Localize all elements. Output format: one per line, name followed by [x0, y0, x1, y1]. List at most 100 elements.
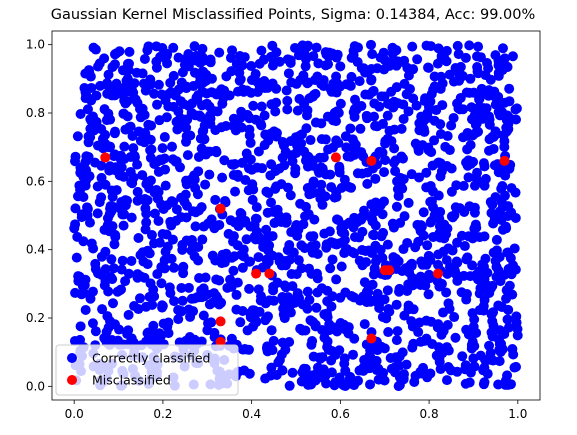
- correct-point: [382, 110, 393, 121]
- correct-point: [251, 202, 262, 213]
- correct-point: [231, 304, 242, 315]
- correct-point: [463, 172, 474, 183]
- correct-point: [137, 170, 148, 181]
- correct-point: [244, 130, 255, 141]
- correct-point: [378, 196, 389, 207]
- correct-point: [259, 83, 270, 94]
- correct-point: [317, 199, 328, 210]
- correct-point: [286, 150, 297, 161]
- correct-point: [227, 45, 238, 56]
- correct-point: [157, 229, 168, 240]
- correct-point: [449, 312, 460, 323]
- correct-point: [189, 41, 200, 52]
- correct-point: [167, 141, 178, 152]
- correct-point: [488, 218, 499, 229]
- correct-point: [494, 344, 505, 355]
- correct-point: [179, 122, 190, 133]
- correct-point: [478, 158, 489, 169]
- correct-point: [250, 114, 261, 125]
- correct-point: [370, 120, 381, 131]
- correct-point: [132, 159, 143, 170]
- correct-point: [250, 213, 261, 224]
- correct-point: [296, 376, 307, 387]
- correct-point: [429, 210, 440, 221]
- correct-point: [217, 172, 228, 183]
- correct-point: [219, 155, 230, 166]
- correct-point: [454, 69, 465, 80]
- correct-point: [490, 192, 501, 203]
- correct-point: [97, 304, 108, 315]
- correct-point: [490, 50, 501, 61]
- correct-point: [454, 104, 465, 115]
- correct-point: [305, 135, 316, 146]
- correct-point: [352, 375, 363, 386]
- correct-point: [235, 208, 246, 219]
- correct-point: [324, 226, 335, 237]
- correct-point: [464, 201, 475, 212]
- correct-point: [433, 43, 444, 54]
- correct-point: [293, 255, 304, 266]
- correct-point: [195, 57, 206, 68]
- correct-point: [186, 174, 197, 185]
- correct-point: [210, 194, 221, 205]
- correct-point: [427, 338, 438, 349]
- correct-point: [427, 186, 438, 197]
- correct-point: [379, 375, 390, 386]
- correct-point: [413, 145, 424, 156]
- correct-point: [331, 191, 342, 202]
- correct-point: [482, 355, 493, 366]
- correct-point: [123, 309, 134, 320]
- correct-point: [490, 255, 501, 266]
- correct-point: [197, 234, 208, 245]
- correct-point: [452, 237, 463, 248]
- correct-point: [314, 167, 325, 178]
- correct-point: [237, 262, 248, 273]
- correct-point: [268, 285, 279, 296]
- correct-point: [146, 230, 157, 241]
- correct-point: [441, 56, 452, 67]
- correct-point: [267, 60, 278, 71]
- correct-point: [448, 112, 459, 123]
- correct-point: [124, 46, 135, 57]
- correct-point: [391, 335, 402, 346]
- correct-point: [423, 142, 434, 153]
- correct-point: [302, 286, 313, 297]
- correct-point: [334, 81, 345, 92]
- correct-point: [149, 208, 160, 219]
- correct-point: [198, 66, 209, 77]
- correct-point: [82, 104, 93, 115]
- correct-point: [504, 83, 515, 94]
- correct-point: [99, 53, 110, 64]
- y-tick-label: 0.4: [26, 243, 45, 257]
- correct-point: [195, 133, 206, 144]
- correct-point: [149, 88, 160, 99]
- correct-point: [129, 301, 140, 312]
- correct-point: [168, 42, 179, 53]
- correct-point: [507, 51, 518, 62]
- correct-point: [294, 93, 305, 104]
- correct-point: [468, 156, 479, 167]
- correct-point: [331, 274, 342, 285]
- correct-point: [354, 255, 365, 266]
- correct-point: [273, 357, 284, 368]
- correct-point: [369, 207, 380, 218]
- correct-point: [231, 289, 242, 300]
- correct-point: [311, 42, 322, 53]
- correct-point: [510, 264, 521, 275]
- correct-point: [307, 247, 318, 258]
- correct-point: [147, 326, 158, 337]
- correct-point: [313, 58, 324, 69]
- correct-point: [417, 259, 428, 270]
- correct-point: [329, 238, 340, 249]
- correct-point: [359, 319, 370, 330]
- correct-point: [228, 231, 239, 242]
- correct-point: [144, 291, 155, 302]
- correct-point: [346, 182, 357, 193]
- correct-point: [117, 255, 128, 266]
- correct-point: [429, 71, 440, 82]
- correct-point: [310, 240, 321, 251]
- correct-point: [368, 229, 379, 240]
- correct-point: [501, 293, 512, 304]
- correct-point: [497, 181, 508, 192]
- correct-point: [277, 292, 288, 303]
